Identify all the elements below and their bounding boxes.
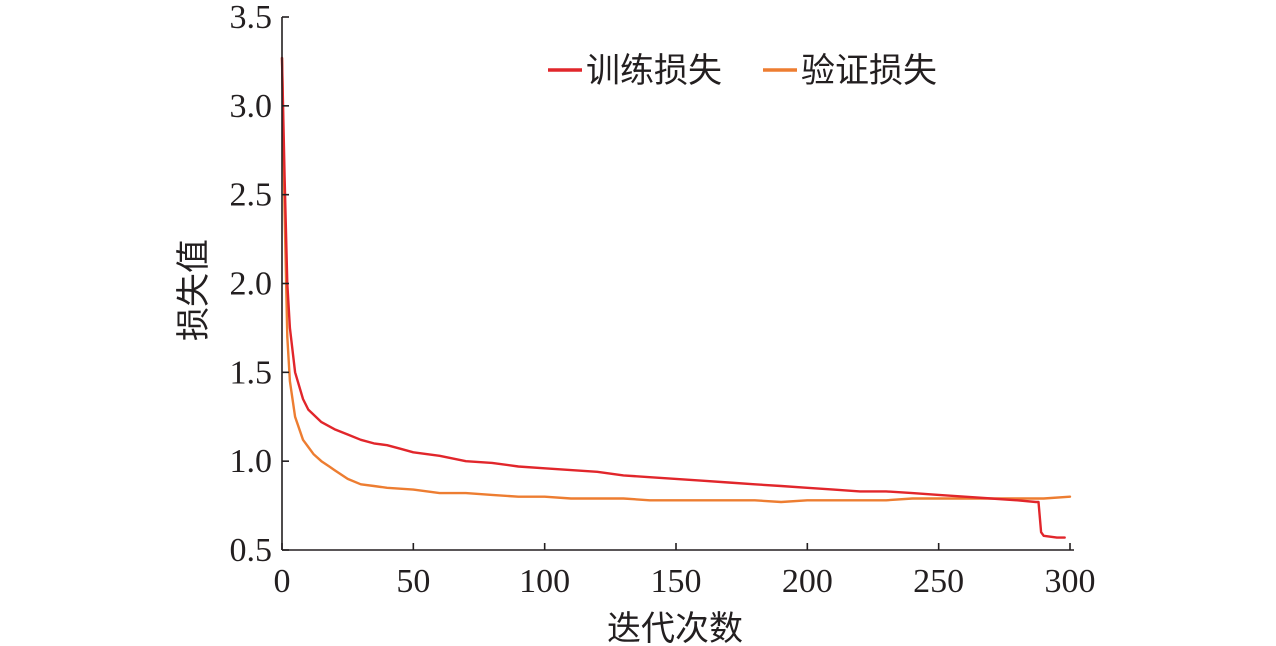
x-axis-title: 迭代次数 xyxy=(607,609,743,646)
y-tick-label: 0.5 xyxy=(230,532,273,569)
series-line-0 xyxy=(280,56,1066,539)
axes xyxy=(281,17,1074,551)
x-tick-label: 250 xyxy=(913,563,964,600)
y-tick-label: 1.0 xyxy=(230,443,273,480)
y-axis-title: 损失值 xyxy=(174,239,214,341)
plot-lines xyxy=(280,56,1072,539)
y-tick-label: 3.5 xyxy=(230,0,273,36)
y-tick-label: 3.0 xyxy=(230,88,273,125)
x-tick-label: 150 xyxy=(651,563,702,600)
x-tick-label: 50 xyxy=(396,563,430,600)
x-tick-label: 200 xyxy=(782,563,833,600)
x-tick-label: 300 xyxy=(1045,563,1096,600)
series-line-1 xyxy=(280,56,1072,504)
y-tick-label: 1.5 xyxy=(230,354,273,391)
y-tick-label: 2.5 xyxy=(230,177,273,214)
legend: 训练损失 验证损失 xyxy=(548,51,937,91)
legend-label-1: 验证损失 xyxy=(801,51,937,91)
legend-label-0: 训练损失 xyxy=(586,51,722,91)
x-tick-label: 0 xyxy=(274,563,291,600)
x-ticks: 0 50 100 150 200 250 300 xyxy=(274,543,1096,600)
y-tick-label: 2.0 xyxy=(230,266,273,303)
x-tick-label: 100 xyxy=(519,563,570,600)
y-ticks: 0.5 1.0 1.5 2.0 2.5 3.0 3.5 xyxy=(230,0,289,569)
